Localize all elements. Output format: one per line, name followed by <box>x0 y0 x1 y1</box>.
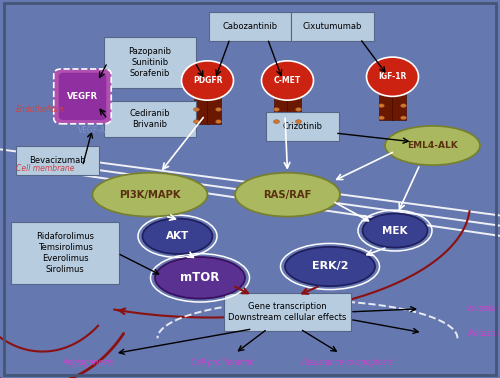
Text: Ridaforolimus
Temsirolimus
Everolimus
Sirolimus: Ridaforolimus Temsirolimus Everolimus Si… <box>36 232 94 274</box>
Text: Angiogenesis: Angiogenesis <box>62 358 113 367</box>
Text: Resistance to apoptosis: Resistance to apoptosis <box>302 358 393 367</box>
Ellipse shape <box>378 104 384 108</box>
Ellipse shape <box>274 120 280 124</box>
Ellipse shape <box>366 57 418 96</box>
FancyBboxPatch shape <box>291 12 374 41</box>
Text: Endothelium: Endothelium <box>16 105 64 114</box>
Ellipse shape <box>400 91 406 95</box>
FancyBboxPatch shape <box>59 73 106 120</box>
Text: RAS/RAF: RAS/RAF <box>264 190 312 200</box>
FancyBboxPatch shape <box>379 76 393 120</box>
Ellipse shape <box>142 218 212 254</box>
Text: Bevacizumab: Bevacizumab <box>29 156 86 165</box>
Text: VEGFR: VEGFR <box>67 92 98 101</box>
Text: Cell proliferation: Cell proliferation <box>191 358 254 367</box>
Ellipse shape <box>194 83 200 87</box>
Ellipse shape <box>194 108 200 111</box>
Ellipse shape <box>378 91 384 95</box>
Text: C-MET: C-MET <box>274 76 301 85</box>
Ellipse shape <box>400 104 406 108</box>
Ellipse shape <box>296 83 302 87</box>
FancyBboxPatch shape <box>16 147 99 175</box>
Ellipse shape <box>155 257 245 299</box>
FancyBboxPatch shape <box>209 12 291 41</box>
Text: IGF-1R: IGF-1R <box>378 72 406 81</box>
Ellipse shape <box>400 116 406 120</box>
Text: MEK: MEK <box>382 226 408 235</box>
Text: Cell membrane: Cell membrane <box>16 164 74 173</box>
Ellipse shape <box>216 83 222 87</box>
Text: AKT: AKT <box>166 231 189 241</box>
FancyBboxPatch shape <box>266 113 339 141</box>
Ellipse shape <box>274 108 280 111</box>
Ellipse shape <box>216 120 222 124</box>
Ellipse shape <box>296 108 302 111</box>
Text: Metastasis: Metastasis <box>468 329 500 338</box>
Text: VEGF-A: VEGF-A <box>78 126 106 135</box>
Ellipse shape <box>274 95 280 99</box>
Ellipse shape <box>285 247 375 286</box>
Ellipse shape <box>235 173 340 217</box>
FancyBboxPatch shape <box>274 79 288 124</box>
Ellipse shape <box>92 173 208 217</box>
Text: EML4-ALK: EML4-ALK <box>407 141 458 150</box>
Text: Cediranib
Brivanib: Cediranib Brivanib <box>130 109 170 129</box>
Ellipse shape <box>296 120 302 124</box>
FancyBboxPatch shape <box>194 79 208 124</box>
Text: Pazopanib
Sunitinib
Sorafenib: Pazopanib Sunitinib Sorafenib <box>128 47 172 78</box>
FancyBboxPatch shape <box>224 293 351 331</box>
FancyBboxPatch shape <box>12 222 119 285</box>
Text: mTOR: mTOR <box>180 271 220 284</box>
Ellipse shape <box>182 61 234 100</box>
Ellipse shape <box>362 214 428 248</box>
Text: Cixutumumab: Cixutumumab <box>303 22 362 31</box>
Ellipse shape <box>378 79 384 83</box>
FancyBboxPatch shape <box>392 76 406 120</box>
Ellipse shape <box>274 83 280 87</box>
FancyBboxPatch shape <box>207 79 221 124</box>
Ellipse shape <box>194 120 200 124</box>
Ellipse shape <box>262 61 314 100</box>
Ellipse shape <box>194 95 200 99</box>
FancyBboxPatch shape <box>104 101 196 137</box>
Text: ERK/2: ERK/2 <box>312 262 348 271</box>
Ellipse shape <box>385 126 480 165</box>
FancyBboxPatch shape <box>287 79 301 124</box>
FancyBboxPatch shape <box>54 69 111 124</box>
Text: Cabozantinib: Cabozantinib <box>222 22 278 31</box>
Ellipse shape <box>216 95 222 99</box>
Ellipse shape <box>378 116 384 120</box>
Text: Invasion: Invasion <box>468 304 500 313</box>
Text: PI3K/MAPK: PI3K/MAPK <box>120 190 181 200</box>
Text: Crizotinib: Crizotinib <box>282 122 323 131</box>
FancyBboxPatch shape <box>104 37 196 88</box>
Text: Gene transcription
Downstream cellular effects: Gene transcription Downstream cellular e… <box>228 302 346 322</box>
Ellipse shape <box>296 95 302 99</box>
Text: PDGFR: PDGFR <box>193 76 222 85</box>
Ellipse shape <box>216 108 222 111</box>
Ellipse shape <box>400 79 406 83</box>
